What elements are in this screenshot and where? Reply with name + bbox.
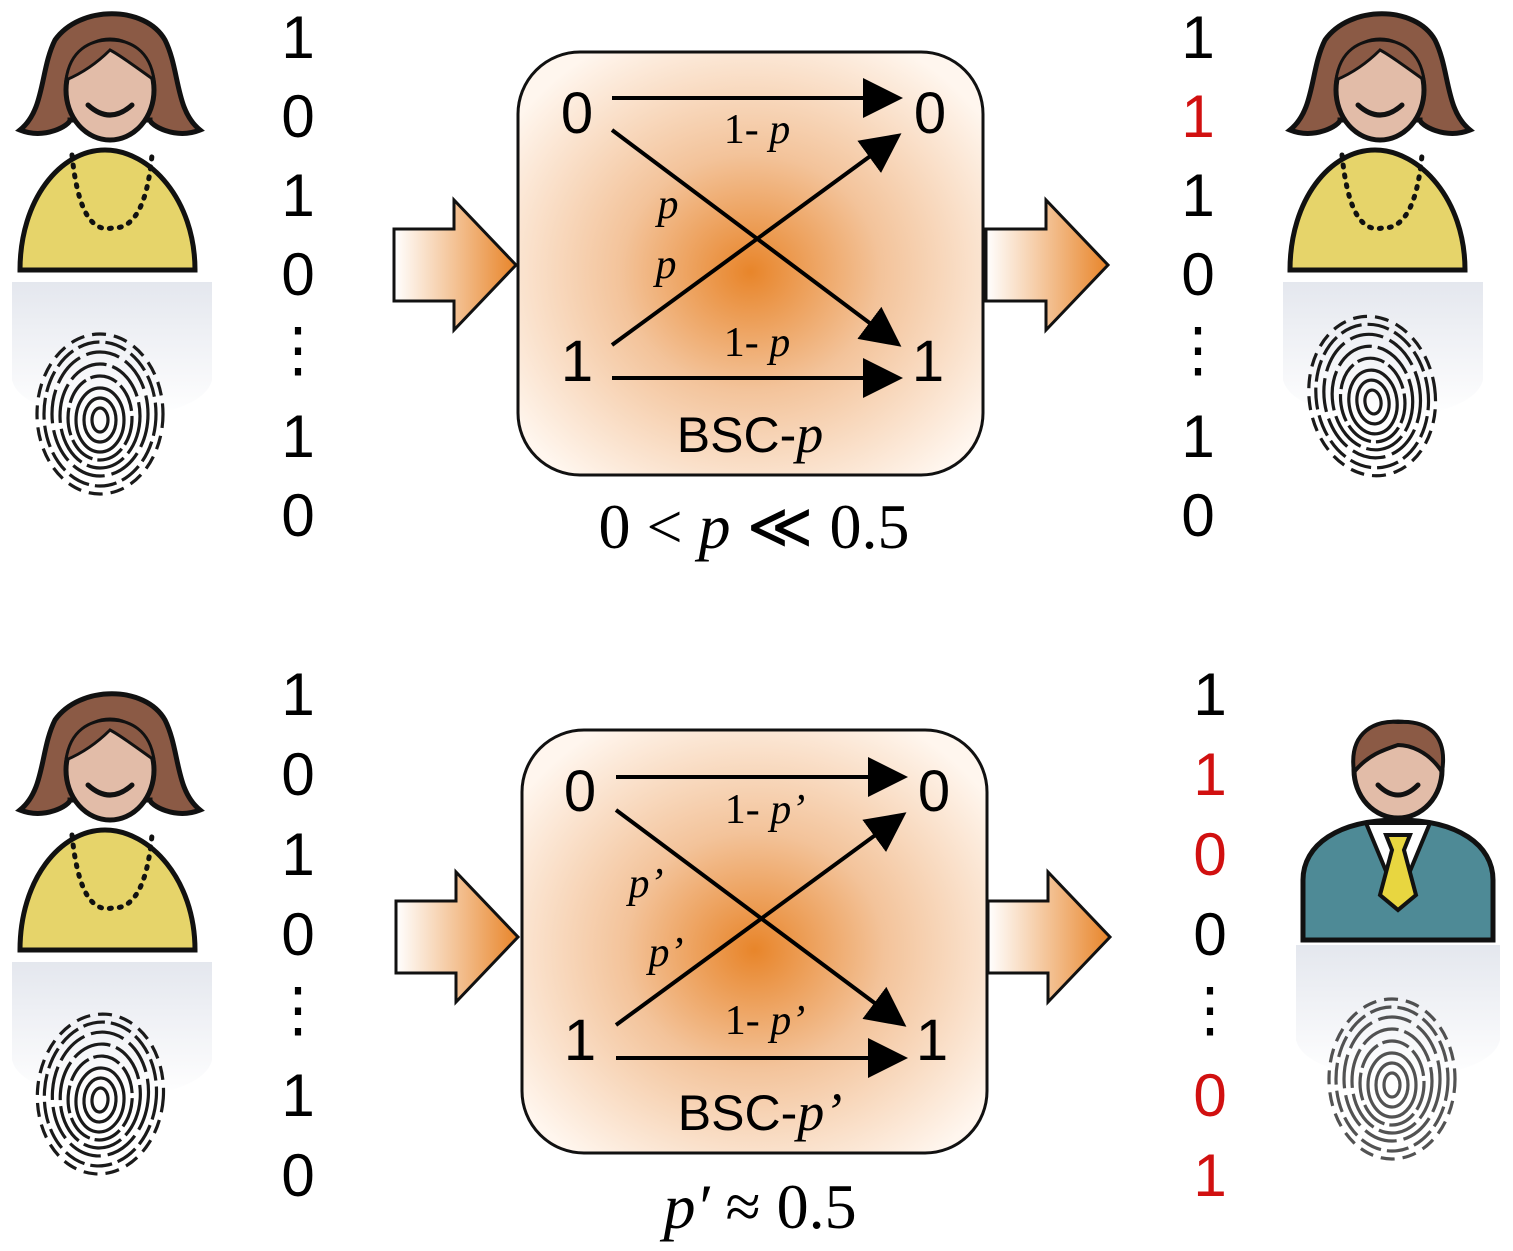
keep-prob-top: 1- p’ bbox=[725, 787, 806, 833]
keep-prob-bottom: 1- p bbox=[724, 320, 791, 366]
bottom-sender bbox=[12, 694, 212, 1180]
bit: 0 bbox=[281, 83, 314, 150]
bit: 1 bbox=[281, 4, 314, 71]
bit: 1 bbox=[281, 162, 314, 229]
bottom-channel: 0 1 0 1 1- p’ 1- p’ p’ p’ BSC-p’ bbox=[520, 728, 989, 1155]
bit: 0 bbox=[1193, 1062, 1226, 1129]
bit: 1 bbox=[281, 821, 314, 888]
input-0-node: 0 bbox=[561, 81, 593, 146]
top-receiver bbox=[1283, 14, 1483, 486]
bit: 1 bbox=[281, 1062, 314, 1129]
bit: 0 bbox=[281, 241, 314, 308]
keep-prob-top: 1- p bbox=[724, 107, 791, 153]
output-0-node: 0 bbox=[914, 81, 946, 146]
bit: 1 bbox=[1181, 4, 1214, 71]
output-0-node: 0 bbox=[918, 759, 950, 824]
input-arrow-icon bbox=[394, 870, 520, 1004]
output-1-node: 1 bbox=[916, 1008, 948, 1073]
top-sender bbox=[12, 14, 212, 496]
bit: 0 bbox=[281, 1142, 314, 1209]
bit: 0 bbox=[1181, 482, 1214, 549]
top-channel: 0 1 0 1 1- p 1- p p p BSC-p bbox=[516, 50, 985, 477]
cross-prob-bottom: p bbox=[653, 242, 677, 288]
ellipsis: ⋮ bbox=[268, 976, 328, 1043]
bit: 1 bbox=[281, 403, 314, 470]
bit: 1 bbox=[1181, 83, 1214, 150]
top-row: 1 0 1 0 ⋮ 1 0 0 1 0 1 1- p 1- p p p BSC-… bbox=[12, 4, 1483, 562]
top-input-bits: 1 0 1 0 ⋮ 1 0 bbox=[268, 4, 328, 549]
cross-prob-top: p’ bbox=[626, 861, 664, 907]
output-arrow-icon bbox=[984, 198, 1110, 332]
bit: 1 bbox=[1193, 661, 1226, 728]
bit: 0 bbox=[281, 741, 314, 808]
cross-prob-top: p bbox=[655, 182, 679, 228]
condition-bottom: p′ ≈ 0.5 bbox=[659, 1171, 856, 1242]
woman-icon bbox=[20, 694, 200, 950]
bit: 0 bbox=[281, 901, 314, 968]
bit: 1 bbox=[1193, 1142, 1226, 1209]
woman-icon bbox=[20, 14, 200, 270]
bottom-receiver bbox=[1296, 722, 1500, 1161]
man-icon bbox=[1303, 722, 1493, 940]
woman-icon bbox=[1290, 14, 1470, 270]
bottom-output-bits: 1 1 0 0 ⋮ 0 1 bbox=[1180, 661, 1240, 1209]
top-output-bits: 1 1 1 0 ⋮ 1 0 bbox=[1168, 4, 1228, 549]
bottom-input-bits: 1 0 1 0 ⋮ 1 0 bbox=[268, 661, 328, 1209]
bottom-row: 1 0 1 0 ⋮ 1 0 0 1 0 1 1- p’ 1- p’ p’ p’ … bbox=[12, 661, 1500, 1242]
output-1-node: 1 bbox=[912, 329, 944, 394]
bit: 1 bbox=[281, 661, 314, 728]
bit: 0 bbox=[1193, 821, 1226, 888]
bit: 0 bbox=[1181, 241, 1214, 308]
input-arrow-icon bbox=[392, 198, 518, 332]
input-0-node: 0 bbox=[564, 759, 596, 824]
input-1-node: 1 bbox=[561, 329, 593, 394]
keep-prob-bottom: 1- p’ bbox=[725, 998, 806, 1044]
ellipsis: ⋮ bbox=[1168, 316, 1228, 383]
input-1-node: 1 bbox=[564, 1008, 596, 1073]
ellipsis: ⋮ bbox=[1180, 976, 1240, 1043]
bit: 1 bbox=[1181, 403, 1214, 470]
cross-prob-bottom: p’ bbox=[646, 930, 684, 976]
channel-label: BSC-p bbox=[677, 404, 823, 464]
bit: 1 bbox=[1181, 162, 1214, 229]
condition-top: 0 < p ≪ 0.5 bbox=[598, 491, 909, 562]
channel-label: BSC-p’ bbox=[678, 1082, 842, 1142]
bit: 0 bbox=[281, 482, 314, 549]
ellipsis: ⋮ bbox=[268, 316, 328, 383]
bit: 1 bbox=[1193, 741, 1226, 808]
bit: 0 bbox=[1193, 901, 1226, 968]
output-arrow-icon bbox=[986, 870, 1112, 1004]
